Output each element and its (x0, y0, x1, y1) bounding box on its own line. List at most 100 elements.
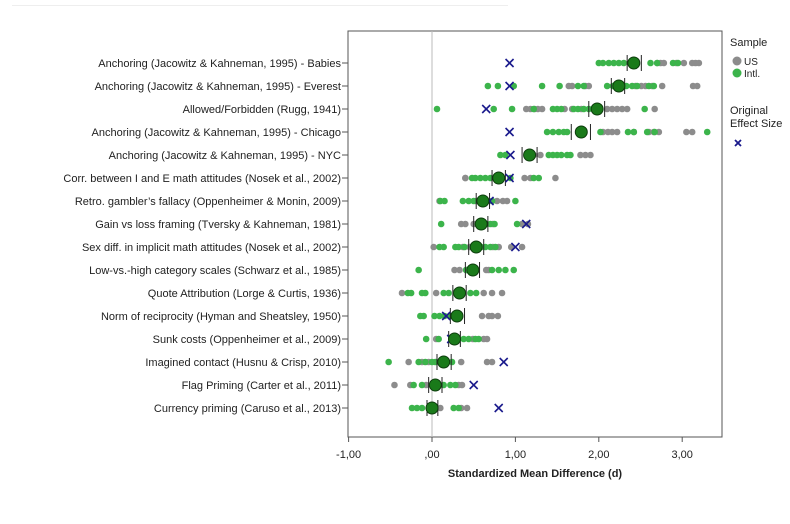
y-axis-label: Anchoring (Jacowitz & Kahneman, 1995) - … (95, 81, 341, 93)
legend: Sample US Intl. Original Effect Size (730, 37, 782, 147)
intl-sample-dot (440, 289, 447, 297)
pooled-mean-marker (574, 125, 588, 139)
us-sample-dot (437, 404, 444, 412)
intl-sample-dot (494, 82, 502, 90)
us-sample-dot (585, 82, 593, 90)
y-axis-label: Sunk costs (Oppenheimer et al., 2009) (153, 334, 341, 346)
y-axis-label: Retro. gambler’s fallacy (Oppenheimer & … (75, 196, 341, 208)
intl-sample-dot (502, 151, 509, 159)
us-sample-dot (494, 312, 502, 320)
us-sample-dot (456, 266, 463, 274)
y-axis-label: Anchoring (Jacowitz & Kahneman, 1995) - … (109, 150, 341, 162)
intl-sample-dot (408, 404, 416, 412)
intl-sample-dot (610, 59, 618, 67)
us-sample-dot (462, 174, 469, 182)
us-sample-dot (432, 289, 440, 297)
legend-x-icon (734, 139, 742, 147)
intl-sample-dot (643, 128, 651, 136)
intl-sample-dot (650, 82, 658, 90)
us-sample-dot (478, 312, 486, 320)
us-sample-dot (658, 82, 666, 90)
original-effect-x-icon (481, 104, 491, 114)
us-sample-dot (524, 220, 532, 228)
us-sample-dot (660, 59, 668, 67)
y-axis-label: Flag Priming (Carter et al., 2011) (182, 380, 341, 392)
us-sample-dot (695, 59, 703, 67)
plot-area (347, 30, 723, 438)
y-axis-label: Currency priming (Caruso et al., 2013) (154, 403, 341, 415)
intl-sample-dot (475, 335, 483, 343)
original-effect-x-icon (521, 219, 531, 229)
intl-sample-dot (448, 358, 456, 366)
intl-sample-dot (436, 312, 443, 320)
y-axis-label: Allowed/Forbidden (Rugg, 1941) (183, 104, 341, 116)
y-axis-label: Imagined contact (Husnu & Crisp, 2010) (145, 357, 341, 369)
pooled-mean-marker (474, 217, 488, 231)
intl-sample-dot (557, 105, 565, 113)
us-sample-dot (608, 105, 616, 113)
pooled-mean-marker (466, 263, 480, 277)
intl-sample-dot (465, 335, 472, 343)
intl-sample-dot (703, 128, 711, 136)
us-sample-dot (568, 82, 576, 90)
intl-sample-dot (490, 105, 498, 113)
y-axis-label: Quote Attribution (Lorge & Curtis, 1936) (148, 288, 341, 300)
us-sample-dot (488, 358, 496, 366)
intl-sample-dot (651, 128, 658, 136)
intl-sample-dot (487, 243, 494, 251)
intl-sample-dot (415, 358, 422, 366)
intl-sample-dot (415, 266, 422, 274)
intl-sample-dot (418, 404, 426, 412)
intl-sample-dot (641, 105, 648, 113)
y-axis-label: Gain vs loss framing (Tversky & Kahneman… (95, 219, 341, 231)
intl-sample-dot (674, 59, 682, 67)
us-sample-dot (391, 381, 398, 389)
intl-sample-dot (555, 128, 563, 136)
us-sample-dot (577, 151, 584, 159)
intl-sample-dot (508, 105, 516, 113)
us-sample-dot (463, 404, 471, 412)
x-tick-label: ,00 (424, 449, 439, 461)
intl-sample-dot (433, 105, 441, 113)
intl-sample-dot (574, 105, 582, 113)
intl-sample-dot (495, 266, 503, 274)
intl-sample-dot (599, 59, 607, 67)
us-sample-dot (651, 105, 658, 113)
pooled-mean-marker (425, 401, 439, 415)
us-sample-dot (488, 289, 496, 297)
original-effect-x-icon (499, 357, 509, 367)
original-effect-x-icon (510, 242, 520, 252)
pooled-mean-marker (450, 309, 464, 323)
intl-sample-dot (437, 220, 445, 228)
intl-sample-dot (543, 128, 551, 136)
legend-us-marker (732, 56, 742, 66)
intl-sample-dot (615, 59, 623, 67)
x-tick-label: 1,00 (505, 449, 526, 461)
us-sample-dot (623, 105, 631, 113)
intl-sample-dot (418, 381, 426, 389)
top-divider (12, 5, 508, 6)
us-sample-dot (603, 105, 611, 113)
y-axis-label: Norm of reciprocity (Hyman and Sheatsley… (101, 311, 341, 323)
us-sample-dot (618, 105, 626, 113)
legend-us-label: US (744, 57, 758, 68)
intl-sample-dot (645, 82, 653, 90)
data-points (385, 55, 711, 416)
intl-sample-dot (435, 335, 442, 343)
y-axis-label: Anchoring (Jacowitz & Kahneman, 1995) - … (92, 127, 341, 139)
intl-sample-dot (538, 82, 546, 90)
intl-sample-dot (530, 105, 538, 113)
intl-sample-dot (488, 266, 496, 274)
intl-sample-dot (407, 289, 415, 297)
intl-sample-dot (535, 174, 543, 182)
y-axis-label: Anchoring (Jacowitz & Kahneman, 1995) - … (98, 58, 341, 70)
intl-sample-dot (472, 289, 480, 297)
us-sample-dot (480, 289, 488, 297)
pooled-mean-marker (523, 148, 537, 162)
us-sample-dot (552, 174, 559, 182)
y-axis-labels: Anchoring (Jacowitz & Kahneman, 1995) - … (63, 58, 348, 415)
x-axis-title: Standardized Mean Difference (d) (448, 468, 623, 480)
intl-sample-dot (385, 358, 392, 366)
intl-sample-dot (467, 289, 474, 297)
intl-sample-dot (628, 82, 636, 90)
